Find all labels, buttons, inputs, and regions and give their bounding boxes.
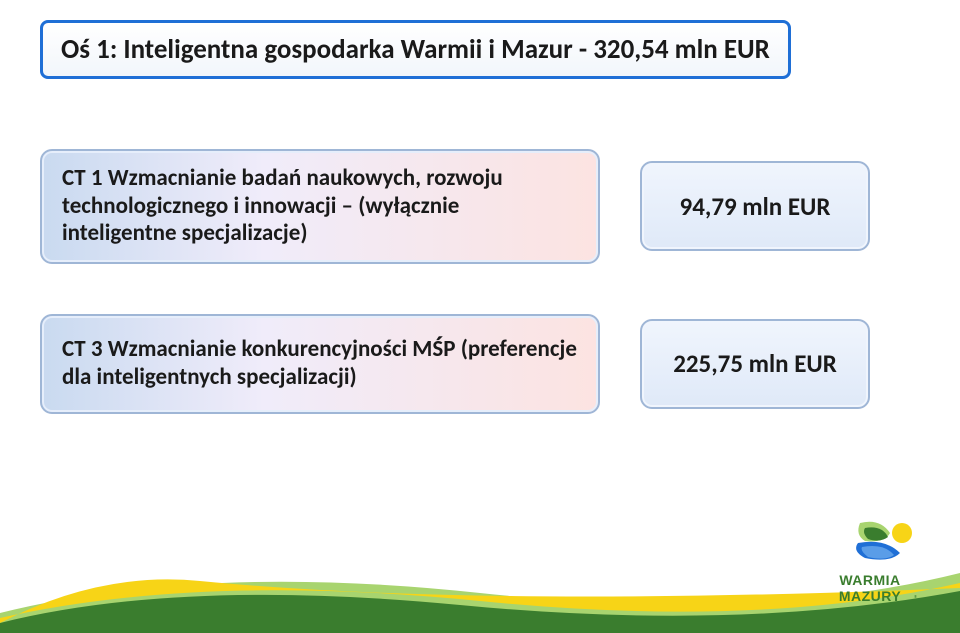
title-box: Oś 1: Inteligentna gospodarka Warmii i M… (40, 20, 791, 79)
ct3-label: CT 3 Wzmacnianie konkurencyjności MŚP (p… (62, 336, 578, 391)
ct3-value: 225,75 mln EUR (673, 348, 837, 379)
logo-text-line1: WARMIA (839, 572, 900, 588)
ct3-value-box: 225,75 mln EUR (640, 319, 870, 409)
slide-title: Oś 1: Inteligentna gospodarka Warmii i M… (61, 33, 770, 66)
warmia-mazury-logo: WARMIA MAZURY ® (810, 513, 930, 613)
ct1-value-box: 94,79 mln EUR (640, 161, 870, 251)
ct1-label-box: CT 1 Wzmacnianie badań naukowych, rozwoj… (40, 149, 600, 264)
row-ct3: CT 3 Wzmacnianie konkurencyjności MŚP (p… (40, 314, 920, 414)
ct1-value: 94,79 mln EUR (680, 191, 831, 222)
ct1-label: CT 1 Wzmacnianie badań naukowych, rozwoj… (62, 165, 578, 248)
svg-text:®: ® (914, 594, 918, 604)
ct3-label-box: CT 3 Wzmacnianie konkurencyjności MŚP (p… (40, 314, 600, 414)
logo-text-line2: MAZURY (839, 588, 902, 604)
slide: Oś 1: Inteligentna gospodarka Warmii i M… (0, 0, 960, 633)
row-ct1: CT 1 Wzmacnianie badań naukowych, rozwoj… (40, 149, 920, 264)
